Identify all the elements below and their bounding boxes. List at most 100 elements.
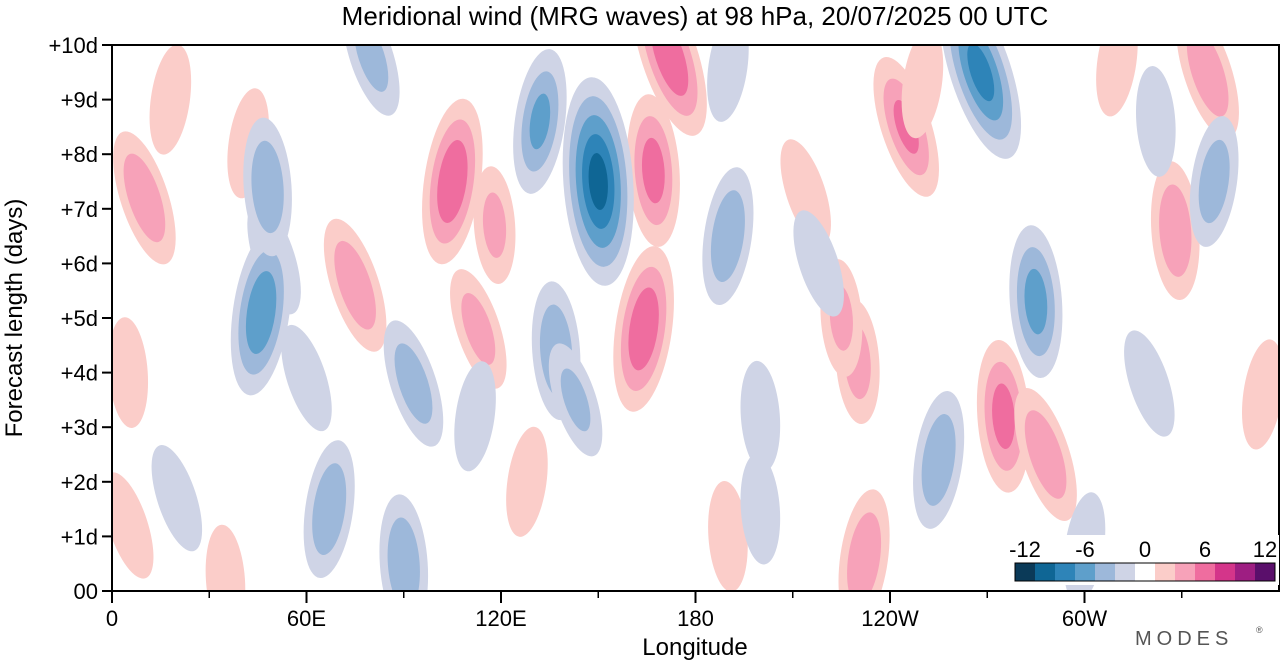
wind-field bbox=[112, 45, 1279, 591]
registered-mark: ® bbox=[1256, 625, 1263, 635]
contour-band bbox=[1135, 66, 1176, 177]
wind-feature bbox=[473, 166, 516, 285]
colorbar-swatch bbox=[1095, 563, 1116, 581]
wind-feature bbox=[230, 229, 292, 396]
contour-band bbox=[482, 192, 507, 258]
x-tick-label: 120W bbox=[861, 606, 919, 631]
wind-feature bbox=[112, 317, 149, 428]
wind-feature bbox=[707, 45, 749, 122]
modes-logo: MODES bbox=[1135, 628, 1233, 650]
wind-feature bbox=[562, 77, 634, 286]
wind-feature bbox=[343, 45, 400, 116]
wind-feature bbox=[632, 45, 707, 136]
contour-band bbox=[560, 368, 591, 432]
contour-band bbox=[1024, 410, 1067, 499]
contour-band bbox=[780, 139, 831, 246]
contour-band bbox=[112, 317, 149, 428]
x-axis-label: Longitude bbox=[642, 634, 747, 661]
contour-band bbox=[650, 45, 689, 96]
x-tick-label: 0 bbox=[106, 606, 118, 631]
contour-band bbox=[112, 472, 154, 579]
wind-feature bbox=[1176, 45, 1239, 139]
contour-band bbox=[707, 45, 749, 122]
x-tick-label: 60E bbox=[287, 606, 326, 631]
colorbar-swatch bbox=[1055, 563, 1076, 581]
wind-feature bbox=[149, 45, 192, 155]
wind-feature bbox=[708, 481, 748, 591]
wind-feature bbox=[1014, 387, 1077, 522]
colorbar-swatch bbox=[1155, 563, 1176, 581]
wind-feature bbox=[112, 472, 154, 579]
wind-feature bbox=[450, 269, 507, 389]
wind-feature bbox=[940, 45, 1022, 159]
contour-band bbox=[281, 324, 332, 432]
wind-feature bbox=[613, 246, 674, 412]
contour-band bbox=[394, 343, 433, 424]
wind-feature bbox=[243, 117, 292, 257]
wind-feature bbox=[113, 131, 176, 265]
wind-feature bbox=[383, 320, 444, 447]
wind-feature bbox=[838, 489, 890, 591]
contour-band bbox=[1096, 45, 1138, 117]
contour-band bbox=[967, 45, 995, 102]
wind-feature bbox=[303, 440, 355, 579]
wind-feature bbox=[793, 210, 844, 317]
contour-band bbox=[461, 293, 496, 365]
y-tick-label: 00 bbox=[74, 579, 98, 604]
y-tick-label: +8d bbox=[61, 142, 98, 167]
wind-feature bbox=[506, 426, 548, 537]
colorbar-swatch bbox=[1215, 563, 1236, 581]
contour-band bbox=[123, 153, 166, 243]
wind-feature bbox=[1241, 339, 1279, 450]
wind-feature bbox=[422, 98, 483, 265]
colorbar-swatch bbox=[1195, 563, 1216, 581]
x-tick-label: 180 bbox=[677, 606, 714, 631]
y-tick-label: +3d bbox=[61, 415, 98, 440]
wind-feature bbox=[323, 218, 387, 352]
wind-feature bbox=[151, 445, 203, 552]
contour-band bbox=[151, 445, 203, 552]
contour-band bbox=[437, 140, 468, 223]
x-axis: 0 60E 120E 180 120W 60W bbox=[106, 591, 1183, 631]
colorbar: -12 -6 0 6 12 bbox=[1009, 535, 1279, 585]
contour-band bbox=[149, 45, 192, 155]
contour-band bbox=[387, 517, 420, 591]
colorbar-frame bbox=[1014, 562, 1276, 582]
contour-band bbox=[708, 481, 748, 591]
wind-feature bbox=[1096, 45, 1138, 117]
y-tick-label: +5d bbox=[61, 306, 98, 331]
y-tick-label: +2d bbox=[61, 470, 98, 495]
wind-feature bbox=[548, 343, 603, 457]
wind-feature bbox=[379, 494, 429, 591]
colorbar-swatch bbox=[1115, 563, 1136, 581]
wind-feature bbox=[205, 524, 246, 591]
contour-band bbox=[312, 463, 347, 556]
y-tick-label: +7d bbox=[61, 197, 98, 222]
contour-band bbox=[205, 524, 246, 591]
contour-band bbox=[901, 45, 944, 139]
wind-feature bbox=[281, 324, 332, 432]
wind-feature bbox=[1150, 161, 1200, 300]
contour-band bbox=[506, 426, 548, 537]
colorbar-swatch bbox=[1075, 563, 1096, 581]
y-tick-label: +10d bbox=[48, 33, 98, 58]
contour-band bbox=[251, 140, 284, 234]
contour-band bbox=[847, 512, 882, 591]
colorbar-swatch bbox=[1255, 563, 1276, 581]
contour-band bbox=[1024, 268, 1048, 335]
wind-feature bbox=[454, 361, 496, 472]
wind-feature bbox=[1189, 116, 1239, 247]
contour-band bbox=[628, 287, 659, 371]
colorbar-swatch bbox=[1135, 563, 1156, 581]
y-tick-label: +6d bbox=[61, 251, 98, 276]
colorbar-tick-label: 0 bbox=[1139, 537, 1151, 562]
contour-band bbox=[1124, 330, 1175, 437]
y-axis-label: Forecast length (days) bbox=[1, 199, 28, 438]
contour-band bbox=[740, 360, 781, 472]
contour-band bbox=[641, 137, 665, 204]
contour-band bbox=[454, 361, 496, 472]
contour-band bbox=[1159, 184, 1192, 277]
colorbar-tick-label: 6 bbox=[1199, 537, 1211, 562]
wind-feature bbox=[1009, 225, 1063, 378]
